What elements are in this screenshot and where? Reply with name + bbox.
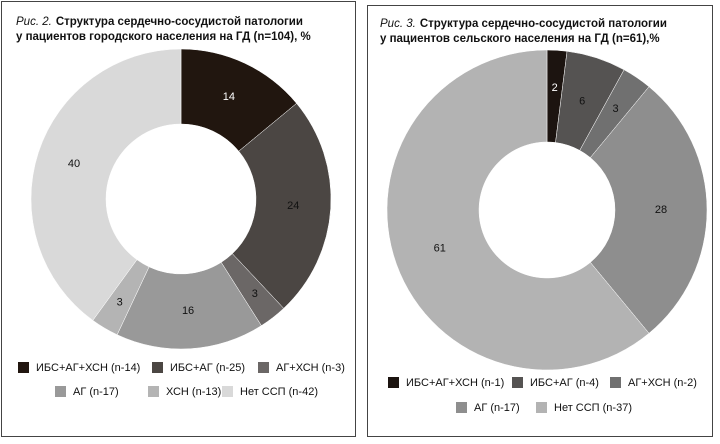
donut-slice: [386, 49, 650, 371]
legend-label: ИБС+АГ+ХСН (n-1): [406, 377, 504, 389]
value-label: 61: [434, 243, 446, 255]
legend-swatch: [222, 386, 233, 397]
legend-swatch: [18, 362, 29, 373]
chart-title: у пациентов сельского населения на ГД (n…: [380, 33, 660, 45]
legend-swatch: [610, 377, 621, 388]
value-label: 6: [579, 95, 585, 107]
value-label: 28: [655, 204, 667, 216]
legend-swatch: [388, 377, 399, 388]
legend-label: Нет ССП (n-37): [554, 402, 632, 414]
chart-title: Структура сердечно-сосудистой патологии: [420, 18, 667, 30]
legend-swatch: [148, 386, 159, 397]
chart-title: Структура сердечно-сосудистой патологии: [56, 16, 303, 28]
legend-swatch: [536, 402, 547, 413]
legend-swatch: [258, 362, 269, 373]
legend-label: ИБС+АГ+ХСН (n-14): [36, 362, 140, 374]
legend-label: Нет ССП (n-42): [240, 386, 318, 398]
figure-caption: Рис. 3.: [380, 18, 416, 30]
legend-label: ХСН (n-13): [166, 386, 221, 398]
figure-caption: Рис. 2.: [16, 16, 52, 28]
value-label: 14: [223, 91, 235, 103]
legend-swatch: [55, 386, 66, 397]
legend-swatch: [512, 377, 523, 388]
value-label: 3: [252, 288, 258, 300]
legend-label: АГ (n-17): [73, 386, 119, 398]
legend-swatch: [456, 402, 467, 413]
value-label: 16: [182, 305, 194, 317]
value-label: 3: [613, 103, 619, 115]
legend-swatch: [152, 362, 163, 373]
value-label: 2: [552, 82, 558, 94]
chart-title: у пациентов городского населения на ГД (…: [16, 31, 311, 43]
legend-label: АГ+ХСН (n-2): [628, 377, 697, 389]
donut-slice: [30, 48, 182, 321]
legend-label: ИБС+АГ (n-25): [170, 362, 245, 374]
legend-label: АГ+ХСН (n-3): [276, 362, 345, 374]
donut-slice: [589, 86, 708, 334]
legend-label: ИБС+АГ (n-4): [530, 377, 599, 389]
value-label: 24: [287, 200, 299, 212]
legend-label: АГ (n-17): [474, 402, 520, 414]
value-label: 40: [68, 158, 80, 170]
value-label: 3: [117, 297, 123, 309]
donut-slice: [231, 103, 332, 309]
